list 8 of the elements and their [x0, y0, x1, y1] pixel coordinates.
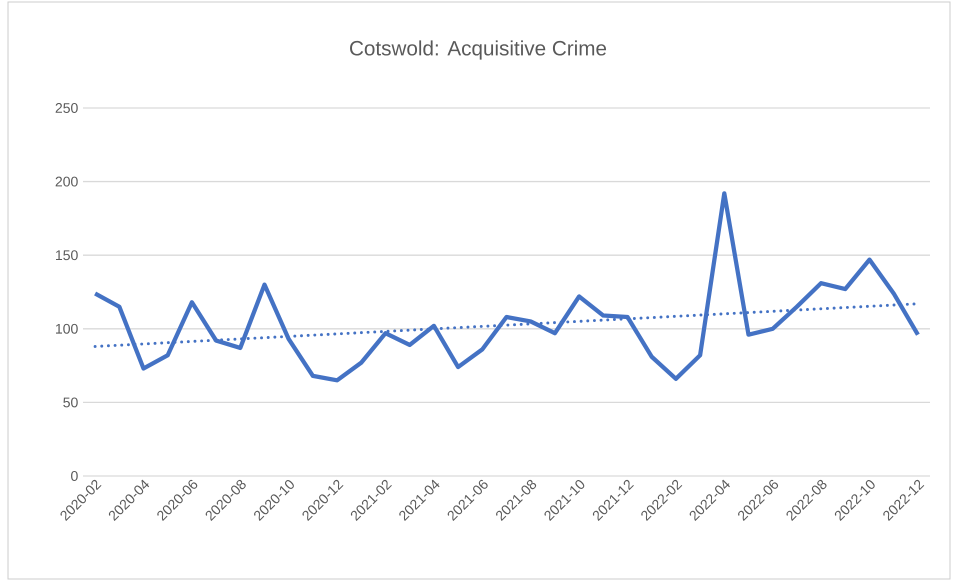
y-tick-label: 250 [56, 103, 78, 113]
chart-title: Cotswold: Acquisitive Crime [350, 40, 606, 60]
y-tick-label: 0 [71, 471, 78, 481]
y-tick-label: 200 [56, 176, 78, 187]
y-tick-label: 100 [56, 324, 78, 334]
line-series [92, 191, 920, 382]
y-tick-label: 150 [56, 250, 78, 260]
y-tick-label: 50 [63, 397, 78, 408]
